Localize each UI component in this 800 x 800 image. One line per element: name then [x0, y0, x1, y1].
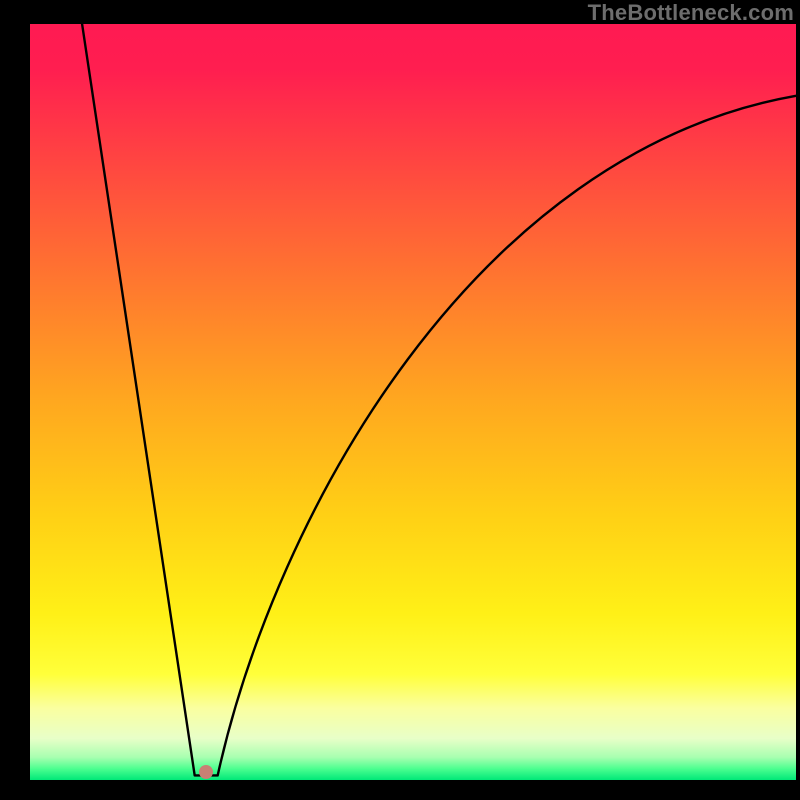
- bottleneck-curve: [30, 24, 796, 780]
- curve-path: [82, 24, 796, 775]
- plot-area: [30, 24, 796, 780]
- minimum-marker-dot: [199, 765, 213, 779]
- figure-root: TheBottleneck.com: [0, 0, 800, 800]
- watermark-text: TheBottleneck.com: [588, 0, 794, 26]
